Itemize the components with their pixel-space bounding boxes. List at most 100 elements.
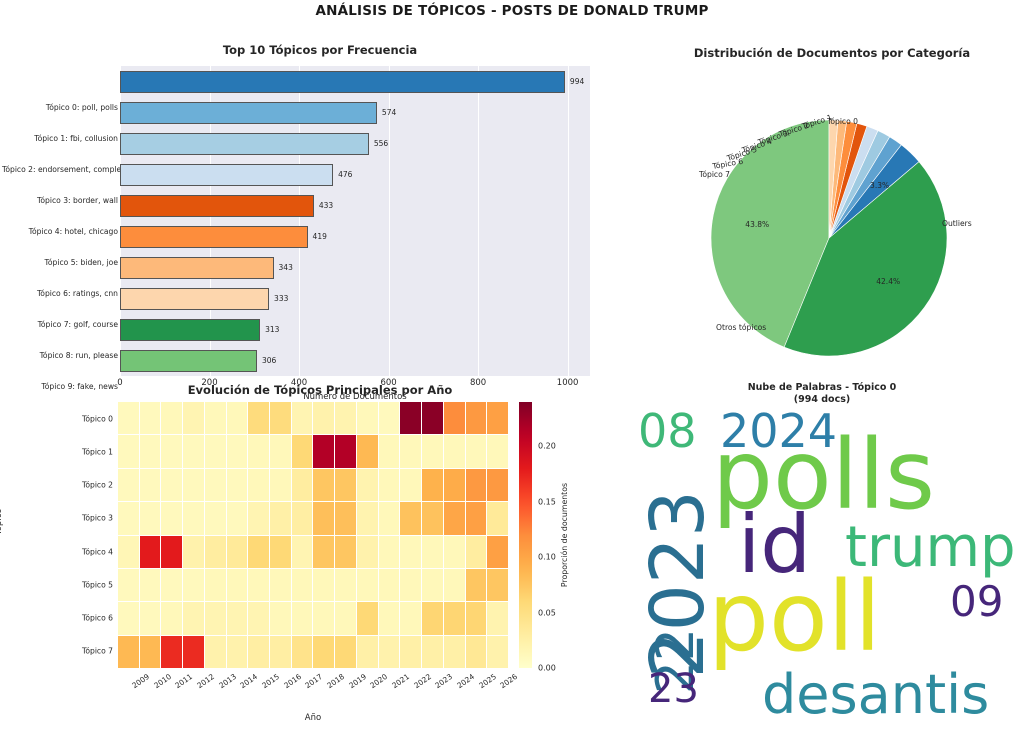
heatmap-cell[interactable] [400, 402, 422, 435]
heatmap-cell[interactable] [313, 635, 335, 668]
heatmap-cell[interactable] [204, 635, 226, 668]
heatmap-cell[interactable] [378, 435, 400, 468]
heatmap-cell[interactable] [118, 602, 139, 635]
heatmap-cell[interactable] [487, 535, 508, 568]
heatmap-cell[interactable] [204, 435, 226, 468]
heatmap-cell[interactable] [248, 602, 270, 635]
heatmap-cell[interactable] [443, 402, 465, 435]
pie-slice[interactable] [783, 161, 948, 357]
heatmap-cell[interactable] [465, 602, 487, 635]
heatmap-cell[interactable] [356, 568, 378, 602]
heatmap-cell[interactable] [443, 568, 465, 602]
heatmap-cell[interactable] [313, 602, 335, 635]
heatmap-cell[interactable] [291, 402, 313, 435]
heatmap-cell[interactable] [465, 402, 487, 435]
bar-chart-bar[interactable] [120, 287, 270, 310]
heatmap-cell[interactable] [226, 568, 248, 602]
heatmap-cell[interactable] [443, 435, 465, 468]
heatmap-cell[interactable] [291, 435, 313, 468]
heatmap-cell[interactable] [204, 535, 226, 568]
heatmap-cell[interactable] [356, 535, 378, 568]
heatmap-cell[interactable] [139, 435, 161, 468]
heatmap-cell[interactable] [356, 502, 378, 535]
heatmap-cell[interactable] [487, 468, 508, 502]
heatmap-cell[interactable] [183, 402, 204, 435]
heatmap-cell[interactable] [356, 435, 378, 468]
heatmap-cell[interactable] [139, 468, 161, 502]
heatmap-cell[interactable] [270, 435, 291, 468]
heatmap-cell[interactable] [183, 602, 204, 635]
heatmap-cell[interactable] [422, 402, 443, 435]
heatmap-cell[interactable] [465, 435, 487, 468]
heatmap-cell[interactable] [248, 468, 270, 502]
heatmap-cell[interactable] [400, 468, 422, 502]
heatmap-cell[interactable] [270, 535, 291, 568]
heatmap-cell[interactable] [422, 502, 443, 535]
heatmap-cell[interactable] [226, 468, 248, 502]
heatmap-cell[interactable] [356, 602, 378, 635]
heatmap-cell[interactable] [248, 502, 270, 535]
heatmap-cell[interactable] [443, 635, 465, 668]
bar-chart-bar[interactable] [120, 101, 377, 124]
heatmap-cell[interactable] [378, 468, 400, 502]
heatmap-cell[interactable] [270, 502, 291, 535]
heatmap-cell[interactable] [139, 402, 161, 435]
heatmap-cell[interactable] [400, 635, 422, 668]
heatmap-cell[interactable] [118, 535, 139, 568]
heatmap-cell[interactable] [335, 435, 356, 468]
heatmap-cell[interactable] [335, 535, 356, 568]
heatmap-cell[interactable] [139, 635, 161, 668]
heatmap-cell[interactable] [313, 502, 335, 535]
bar-chart-bar[interactable] [120, 225, 308, 248]
bar-chart-bar[interactable] [120, 256, 274, 279]
heatmap-cell[interactable] [183, 502, 204, 535]
heatmap-cell[interactable] [248, 402, 270, 435]
heatmap-cell[interactable] [443, 535, 465, 568]
heatmap-cell[interactable] [226, 402, 248, 435]
heatmap-cell[interactable] [335, 402, 356, 435]
heatmap-cell[interactable] [291, 468, 313, 502]
heatmap-cell[interactable] [161, 435, 183, 468]
heatmap-cell[interactable] [139, 535, 161, 568]
heatmap-cell[interactable] [204, 602, 226, 635]
heatmap-cell[interactable] [118, 468, 139, 502]
heatmap-cell[interactable] [465, 502, 487, 535]
heatmap-cell[interactable] [313, 568, 335, 602]
bar-chart-bar[interactable] [120, 349, 257, 372]
heatmap-cell[interactable] [422, 635, 443, 668]
heatmap-cell[interactable] [487, 635, 508, 668]
heatmap-cell[interactable] [270, 635, 291, 668]
heatmap-cell[interactable] [356, 635, 378, 668]
pie-slice[interactable] [710, 119, 830, 348]
heatmap-cell[interactable] [356, 402, 378, 435]
heatmap-cell[interactable] [204, 468, 226, 502]
heatmap-cell[interactable] [335, 502, 356, 535]
heatmap-cell[interactable] [378, 602, 400, 635]
heatmap-cell[interactable] [335, 568, 356, 602]
heatmap-cell[interactable] [422, 568, 443, 602]
heatmap-cell[interactable] [161, 635, 183, 668]
heatmap-cell[interactable] [291, 602, 313, 635]
heatmap-cell[interactable] [291, 635, 313, 668]
heatmap-cell[interactable] [183, 435, 204, 468]
heatmap-cell[interactable] [161, 602, 183, 635]
heatmap-cell[interactable] [335, 602, 356, 635]
heatmap-cell[interactable] [487, 602, 508, 635]
heatmap-cell[interactable] [248, 635, 270, 668]
heatmap-cell[interactable] [443, 502, 465, 535]
bar-chart-bar[interactable] [120, 163, 334, 186]
heatmap-cell[interactable] [465, 535, 487, 568]
heatmap-cell[interactable] [291, 502, 313, 535]
heatmap-cell[interactable] [139, 502, 161, 535]
heatmap-cell[interactable] [400, 602, 422, 635]
heatmap-cell[interactable] [422, 435, 443, 468]
heatmap-cell[interactable] [443, 468, 465, 502]
heatmap-cell[interactable] [118, 502, 139, 535]
heatmap-cell[interactable] [226, 635, 248, 668]
heatmap-cell[interactable] [118, 402, 139, 435]
heatmap-cell[interactable] [183, 468, 204, 502]
heatmap-cell[interactable] [487, 435, 508, 468]
heatmap-cell[interactable] [378, 502, 400, 535]
heatmap-cell[interactable] [204, 502, 226, 535]
heatmap-cell[interactable] [161, 568, 183, 602]
